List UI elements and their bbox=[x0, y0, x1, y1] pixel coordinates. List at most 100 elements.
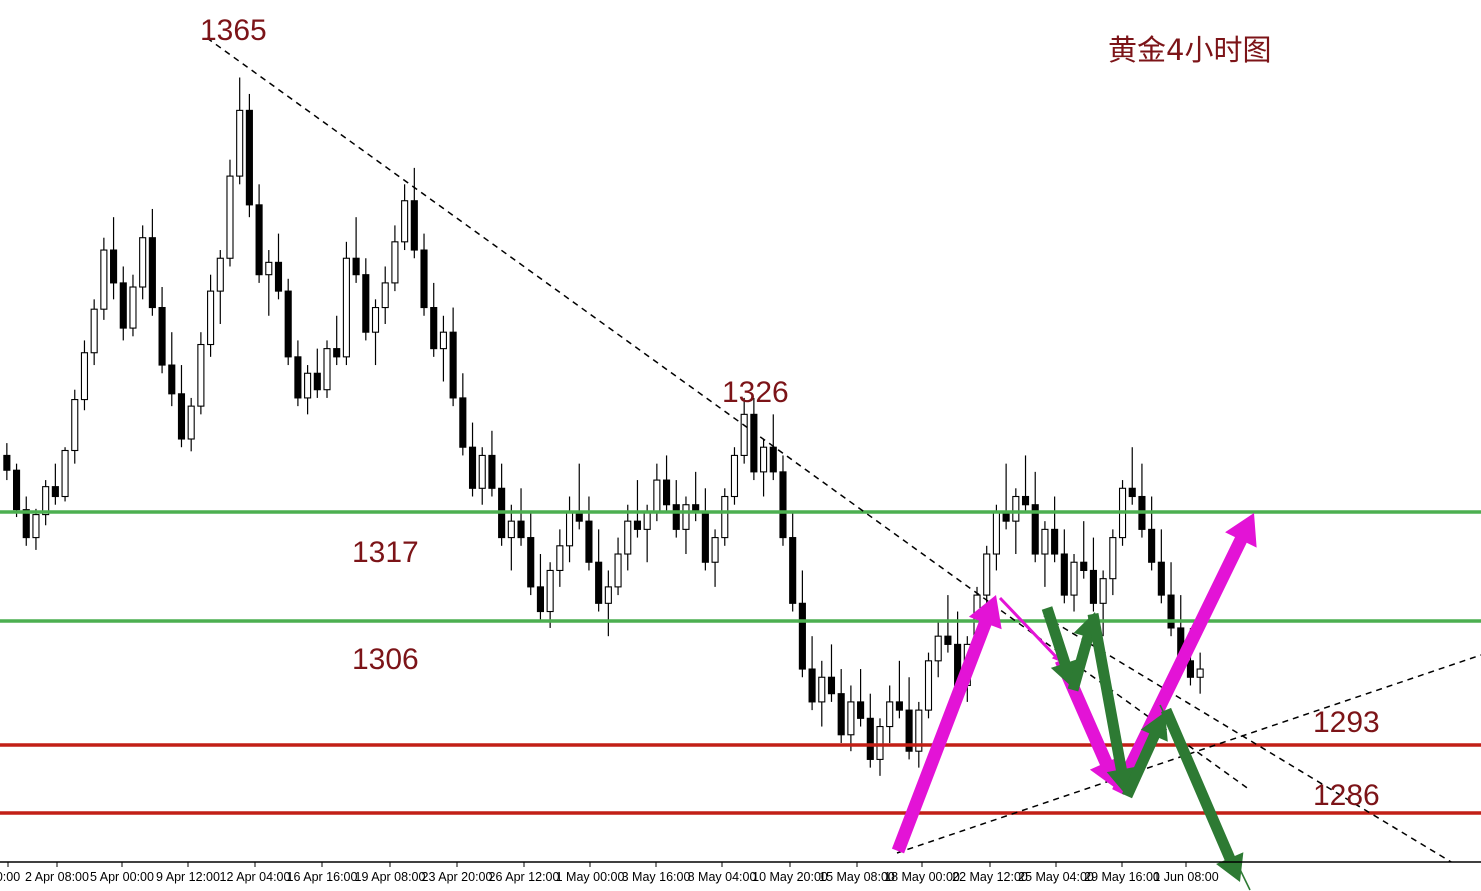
arrow-bearish-correction-1 bbox=[998, 596, 1061, 662]
candle-body bbox=[274, 261, 283, 292]
candle-body bbox=[304, 372, 312, 399]
candle-body bbox=[1060, 553, 1068, 596]
candle-body bbox=[1012, 495, 1020, 522]
candle-body bbox=[1031, 504, 1039, 555]
candle-body bbox=[750, 413, 758, 473]
candle-body bbox=[371, 306, 380, 333]
candle-body bbox=[1186, 660, 1195, 678]
candle-body bbox=[1089, 569, 1097, 604]
arrow-bullish-impulse-1 bbox=[891, 595, 1002, 854]
trendline-descending-resistance-main bbox=[206, 37, 1251, 791]
candle-body bbox=[158, 306, 166, 366]
candle-body bbox=[730, 454, 739, 498]
candle-body bbox=[430, 306, 438, 350]
candle-body bbox=[837, 693, 845, 736]
candle-body bbox=[313, 372, 321, 391]
candle-body bbox=[769, 446, 777, 473]
candle-body bbox=[100, 249, 108, 310]
candle-body bbox=[653, 479, 661, 514]
candle-body bbox=[798, 602, 806, 670]
candle-body bbox=[1128, 487, 1136, 498]
candle-body bbox=[895, 701, 903, 711]
candle-body bbox=[1157, 561, 1165, 596]
candle-body bbox=[119, 282, 127, 329]
x-tick-label: 18 May 00:00 bbox=[884, 870, 960, 884]
candle-body bbox=[633, 520, 642, 530]
candle-body bbox=[517, 520, 525, 539]
candle-body bbox=[139, 237, 147, 288]
candle-body bbox=[1196, 668, 1204, 678]
arrow-bearish-wave-green-1 bbox=[1041, 606, 1080, 688]
candle-body bbox=[90, 308, 98, 354]
candle-body bbox=[789, 537, 797, 604]
candle-body bbox=[624, 520, 632, 555]
candle-body bbox=[22, 509, 30, 539]
candle-body bbox=[818, 676, 826, 703]
candle-body bbox=[110, 249, 118, 284]
projection-arrows bbox=[891, 513, 1257, 891]
candle-body bbox=[265, 261, 273, 276]
candle-body bbox=[284, 290, 292, 358]
candle-body bbox=[333, 348, 341, 358]
candle-body bbox=[207, 290, 215, 346]
candle-body bbox=[42, 486, 50, 516]
candle-body bbox=[1041, 528, 1049, 555]
candle-body bbox=[216, 257, 224, 292]
candle-body bbox=[177, 393, 186, 440]
candle-body bbox=[342, 257, 350, 358]
candle-body bbox=[12, 469, 21, 511]
candle-body bbox=[604, 586, 612, 604]
price-label-1317: 1317 bbox=[352, 536, 419, 569]
candle-body bbox=[197, 343, 205, 407]
candle-body bbox=[575, 512, 583, 522]
candle-body bbox=[701, 512, 709, 563]
candle-body bbox=[1109, 537, 1117, 580]
candle-body bbox=[663, 479, 671, 506]
price-label-1286: 1286 bbox=[1313, 779, 1380, 812]
dashed-trendlines bbox=[206, 37, 1481, 862]
candle-body bbox=[1021, 495, 1030, 506]
candle-body bbox=[401, 200, 409, 243]
candle-body bbox=[32, 514, 40, 539]
candle-body bbox=[352, 257, 360, 276]
x-tick-label: 2 Apr 08:00 bbox=[25, 870, 89, 884]
candle-body bbox=[1148, 528, 1156, 563]
candle-body bbox=[924, 660, 933, 711]
candle-body bbox=[721, 495, 729, 539]
candle-body bbox=[1002, 512, 1010, 522]
candle-body bbox=[808, 668, 816, 703]
candle-body bbox=[255, 204, 263, 276]
candle-body bbox=[546, 569, 554, 613]
candle-body bbox=[944, 635, 952, 645]
candle-body bbox=[245, 109, 253, 206]
trendline-descending-channel-lower bbox=[1043, 615, 1453, 862]
x-tick-label: 9 Apr 12:00 bbox=[156, 870, 220, 884]
chart-title: 黄金4小时图 bbox=[1108, 33, 1272, 67]
candle-body bbox=[682, 504, 690, 530]
x-tick-label: 10 May 20:00 bbox=[752, 870, 828, 884]
candle-body bbox=[236, 109, 244, 177]
candle-body bbox=[129, 286, 137, 329]
candle-body bbox=[507, 520, 515, 539]
arrow-thin-connector-green bbox=[1159, 704, 1251, 891]
x-tick-label: 23 Apr 20:00 bbox=[421, 870, 493, 884]
arrow-bearish-impulse-magenta bbox=[1055, 657, 1123, 790]
price-label-1293: 1293 bbox=[1313, 706, 1380, 739]
x-tick-label: 16 Apr 16:00 bbox=[286, 870, 358, 884]
candle-body bbox=[643, 512, 651, 530]
candle-body bbox=[1080, 561, 1088, 572]
candle-body bbox=[468, 446, 477, 489]
arrow-bullish-wave-green-2 bbox=[1121, 712, 1168, 799]
arrow-bearish-wave-green-2 bbox=[1087, 613, 1136, 795]
candle-body bbox=[410, 200, 418, 251]
horizontal-price-levels bbox=[0, 510, 1481, 815]
x-tick-label: 8 May 04:00 bbox=[687, 870, 757, 884]
candle-body bbox=[71, 399, 79, 452]
candle-body bbox=[536, 586, 544, 613]
candle-body bbox=[779, 471, 787, 539]
x-tick-label: 1 Jun 08:00 bbox=[1153, 870, 1219, 884]
x-tick-label: 3 May 16:00 bbox=[621, 870, 691, 884]
candle-body bbox=[61, 449, 69, 498]
candle-body bbox=[614, 553, 622, 588]
